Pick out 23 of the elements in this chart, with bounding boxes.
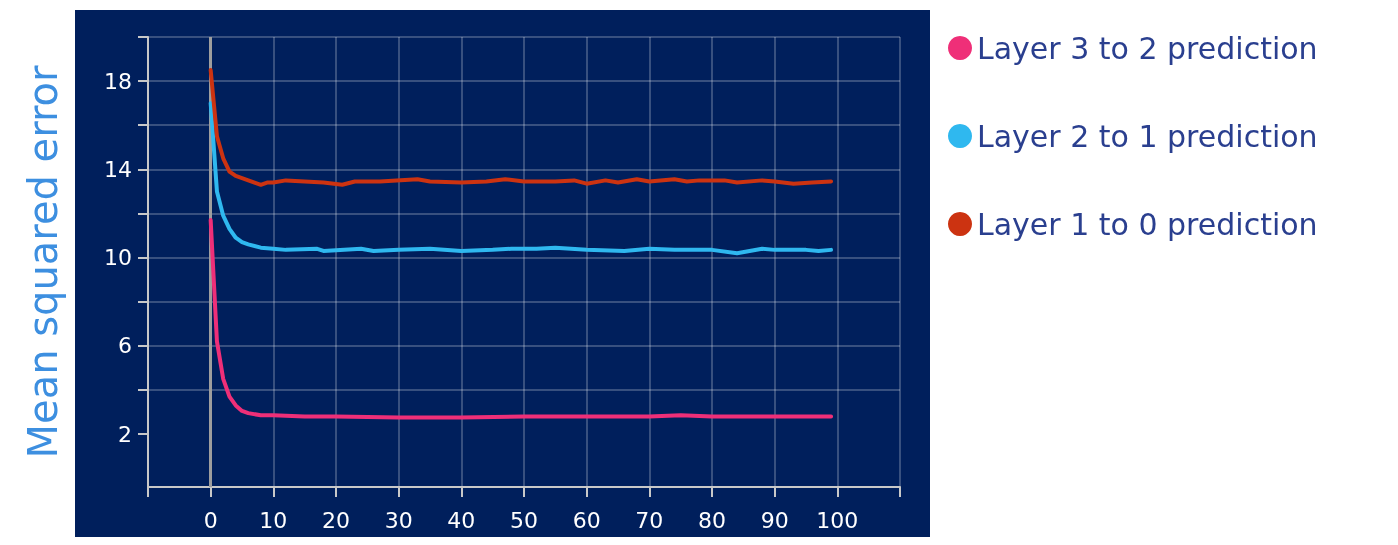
legend-label: Layer 1 to 0 prediction [977, 206, 1318, 242]
x-tick-label: 80 [698, 507, 726, 533]
x-tick-label: 10 [259, 507, 288, 533]
x-tick-label: 50 [510, 507, 538, 533]
y-tick-label: 6 [118, 333, 132, 359]
legend-label: Layer 2 to 1 prediction [977, 118, 1318, 154]
x-tick-label: 20 [322, 507, 350, 533]
y-tick-label: 14 [104, 156, 132, 182]
legend-label: Layer 3 to 2 prediction [977, 30, 1318, 66]
y-tick-label: 10 [104, 245, 132, 271]
x-tick-label: 90 [760, 507, 789, 533]
x-tick-label: 100 [816, 507, 859, 533]
x-tick-label: 70 [635, 507, 664, 533]
y-tick-label: 18 [104, 68, 132, 94]
y-tick-label: 2 [118, 421, 132, 447]
x-tick-label: 60 [572, 507, 601, 533]
y-axis-title: Mean squared error [20, 65, 66, 459]
x-tick-label: 30 [384, 507, 413, 533]
line-series [208, 218, 834, 420]
x-tick-label: 0 [203, 507, 218, 533]
line-series [208, 101, 834, 256]
line-series [208, 68, 834, 187]
x-tick-label: 40 [447, 507, 476, 533]
